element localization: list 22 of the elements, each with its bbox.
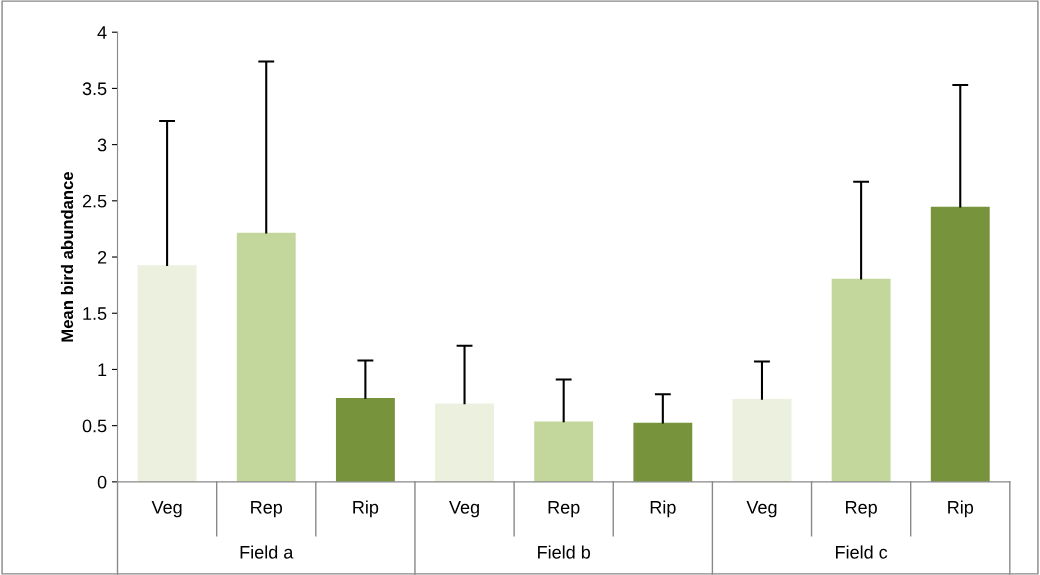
x-tick-label: Rip: [353, 500, 379, 518]
y-tick-label: 2: [97, 250, 107, 264]
x-tick-label: Rip: [948, 500, 974, 518]
y-tick-label: 3: [97, 138, 107, 152]
x-tick-label: Rep: [548, 501, 580, 518]
y-tick-label: 3.5: [82, 82, 107, 96]
x-tick-label: Rip: [650, 500, 676, 518]
x-tick-label: Veg: [449, 501, 479, 518]
x-tick-label: Veg: [151, 501, 182, 518]
text: Field c: [836, 545, 888, 559]
text: Field b: [538, 545, 591, 559]
y-tick-label: 1: [98, 363, 107, 376]
y-tick-label: 1.5: [83, 307, 107, 320]
y-tick-label: 0: [97, 475, 107, 489]
x-tick-label: Rep: [251, 501, 283, 518]
y-tick-label: 0.5: [82, 419, 107, 433]
y-axis-title: Mean bird abundance: [60, 171, 74, 342]
text: Field a: [240, 545, 294, 559]
y-tick-label: 4: [97, 26, 107, 39]
x-tick-label: Rep: [846, 501, 877, 518]
x-tick-label: Veg: [746, 501, 777, 518]
y-tick-label: 2.5: [82, 194, 107, 208]
